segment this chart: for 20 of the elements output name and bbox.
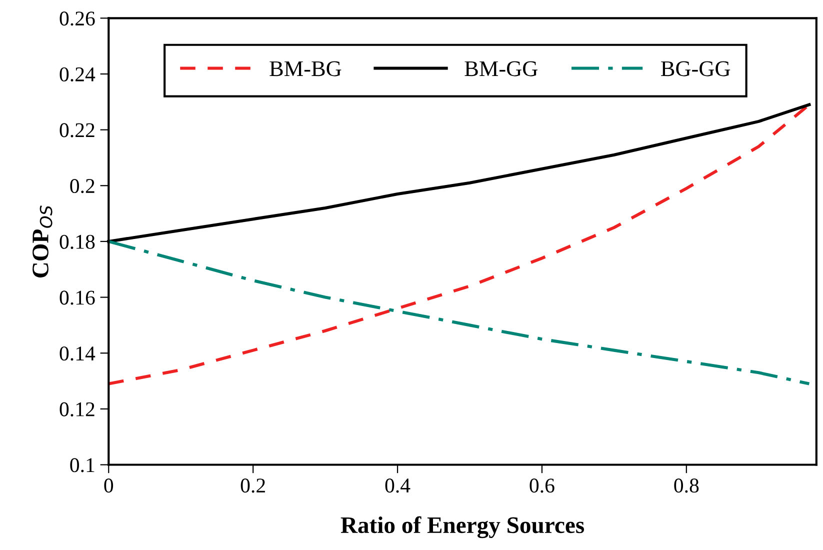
- y-axis-title: COP$_{OS}$: [32, 206, 52, 278]
- legend-label: BG-GG: [661, 61, 730, 76]
- y-tick-label: 0.22: [60, 123, 94, 138]
- x-tick-label: 0.6: [530, 478, 554, 493]
- x-tick-label: 0: [104, 478, 114, 493]
- x-tick-label: 0.2: [240, 478, 265, 493]
- y-tick-label: 0.16: [60, 290, 95, 305]
- legend-label: BM-BG: [270, 61, 342, 76]
- y-tick-label: 0.18: [60, 234, 95, 249]
- line-series: [107, 240, 811, 386]
- y-tick-label: 0.12: [60, 402, 94, 416]
- x-tick-label: 0.4: [385, 478, 410, 493]
- y-tick-label: 0.24: [60, 67, 96, 82]
- legend-label: BM-GG: [464, 61, 538, 76]
- y-tick-label: 0.14: [60, 346, 96, 361]
- x-tick-label: 0.8: [674, 478, 699, 493]
- y-tick-label: 0.2: [70, 179, 94, 194]
- x-axis-title: Ratio of Energy Sources: [340, 516, 584, 538]
- y-tick-label: 0.26: [60, 12, 95, 26]
- y-tick-label: 0.1: [70, 458, 94, 472]
